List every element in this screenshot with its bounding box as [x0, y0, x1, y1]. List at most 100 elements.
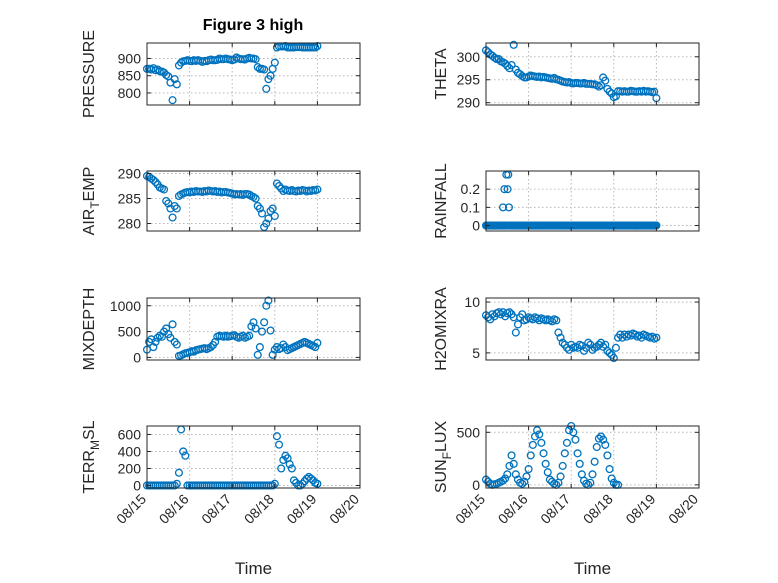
- data-point: [537, 438, 546, 447]
- y-tick-label: 900: [118, 51, 142, 67]
- data-point: [599, 435, 608, 444]
- y-tick-label: 500: [118, 324, 142, 340]
- data-point: [558, 338, 567, 347]
- data-point: [311, 343, 320, 352]
- data-point: [588, 470, 597, 479]
- data-point: [592, 442, 601, 452]
- subplot-air-temp: 280 285 290 AIRTEMP: [81, 166, 361, 235]
- data-point: [541, 459, 550, 468]
- y-ticks: 0 500 1000: [110, 298, 360, 365]
- y-axis-label: RAINFALL: [433, 163, 450, 239]
- data-point: [266, 326, 275, 335]
- data-point: [151, 177, 160, 187]
- data-point: [599, 342, 608, 351]
- data-point: [547, 317, 557, 326]
- data-point: [590, 457, 599, 466]
- y-ticks: 0 0.1 0.2: [461, 181, 699, 234]
- data-point: [503, 61, 512, 71]
- data-point: [262, 301, 271, 310]
- data-point: [503, 470, 512, 479]
- x-ticks: [146, 43, 361, 105]
- y-grid: [486, 56, 699, 104]
- data-point: [494, 308, 503, 317]
- y-axis-label: SUNFLUX: [433, 421, 454, 494]
- y-tick-label: 5: [472, 345, 480, 361]
- data-point: [509, 459, 518, 468]
- data-point: [266, 206, 275, 216]
- data-point: [569, 428, 578, 437]
- data-point: [298, 479, 307, 488]
- y-tick-label: 400: [118, 443, 142, 459]
- data-point: [501, 474, 510, 483]
- data-point: [253, 350, 262, 359]
- data-point: [249, 192, 258, 202]
- y-axis-label: H2OMIXRA: [433, 287, 450, 371]
- data-point: [211, 337, 220, 346]
- data-point: [266, 71, 275, 80]
- data-point: [260, 318, 269, 327]
- y-tick-label: 800: [118, 85, 142, 101]
- y-tick-label: 300: [457, 49, 481, 65]
- y-axis-label: TERRMSL: [81, 420, 102, 493]
- axes-frame: [485, 42, 700, 106]
- x-axis-label: Time: [574, 559, 611, 578]
- axes-background: [485, 297, 700, 361]
- axes-background: [146, 42, 361, 106]
- data-point: [270, 211, 279, 221]
- data-point: [596, 338, 606, 347]
- data-point: [275, 181, 284, 191]
- data-point: [601, 76, 610, 85]
- data-point: [511, 470, 520, 479]
- data-point: [159, 185, 169, 194]
- data-point: [631, 330, 640, 339]
- y-grid: [486, 431, 699, 486]
- data-point: [170, 75, 179, 84]
- data-point: [539, 449, 548, 458]
- data-point: [652, 333, 661, 342]
- data-point: [605, 87, 614, 96]
- y-axis-label: MIXDEPTH: [81, 288, 98, 371]
- y-tick-label: 10: [464, 294, 480, 310]
- data-point: [168, 320, 177, 329]
- data-point: [170, 201, 179, 211]
- data-point: [279, 455, 288, 465]
- data-point: [504, 203, 513, 212]
- data-point: [247, 322, 256, 331]
- data-point: [526, 451, 535, 460]
- data-point: [498, 203, 508, 212]
- data-point: [528, 440, 537, 449]
- data-point: [556, 472, 565, 481]
- x-tick-labels: 08/15 08/16 08/17 08/18 08/19 08/20: [452, 491, 701, 527]
- x-tick-label: 08/19: [622, 491, 658, 527]
- x-tick-label: 08/17: [198, 491, 234, 527]
- data-point: [511, 328, 520, 337]
- data-points: [142, 296, 322, 360]
- data-point: [500, 185, 509, 194]
- data-point: [251, 324, 260, 333]
- data-point: [560, 449, 569, 458]
- data-point: [306, 474, 316, 483]
- data-point: [505, 461, 514, 470]
- data-points: [481, 40, 661, 103]
- data-point: [505, 308, 514, 317]
- data-point: [179, 447, 188, 456]
- x-tick-label: 08/15: [452, 491, 488, 527]
- data-point: [268, 204, 277, 213]
- x-ticks: [485, 426, 700, 488]
- data-point: [166, 333, 175, 342]
- y-tick-label: 0: [133, 349, 141, 365]
- data-point: [172, 80, 181, 89]
- x-ticks: [485, 43, 700, 105]
- data-point: [562, 438, 571, 447]
- data-point: [601, 440, 610, 449]
- y-grid: [147, 433, 360, 486]
- data-point: [172, 340, 181, 349]
- x-ticks: [146, 426, 361, 488]
- figure-title: Figure 3 high: [203, 17, 303, 34]
- data-point: [289, 476, 299, 485]
- x-ticks: [485, 171, 700, 231]
- axes-background: [485, 170, 700, 232]
